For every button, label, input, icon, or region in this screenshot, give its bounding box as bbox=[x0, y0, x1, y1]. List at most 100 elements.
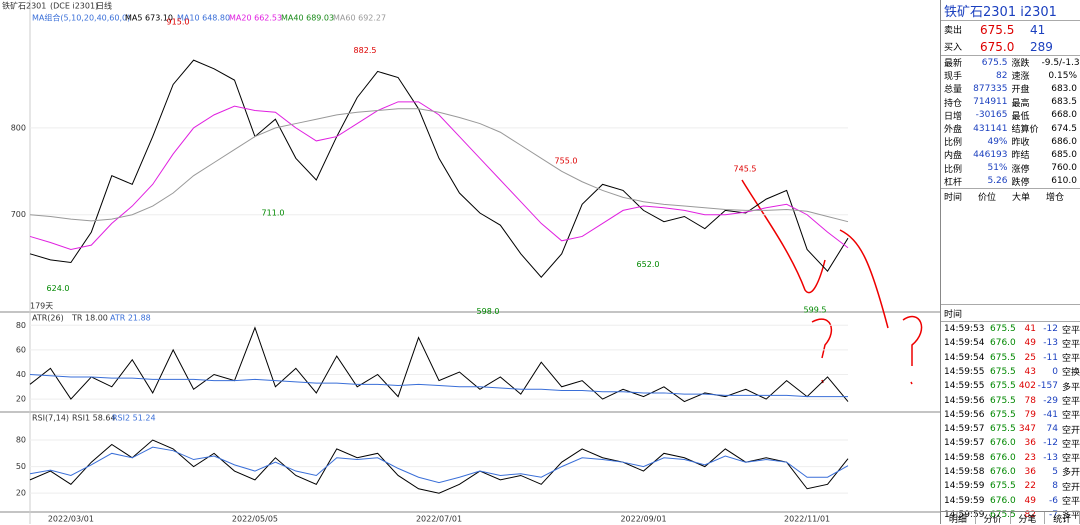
price-annotation: 711.0 bbox=[262, 209, 285, 218]
quote-price: 675.5 bbox=[980, 23, 1030, 37]
period: 日线 bbox=[96, 1, 112, 11]
stat-value: 674.5 bbox=[1042, 124, 1080, 134]
trade-price: 676.0 bbox=[990, 453, 1016, 463]
trade-change: -13 bbox=[1036, 453, 1058, 463]
y-tick-label: 50 bbox=[16, 462, 26, 471]
trade-change: 74 bbox=[1036, 424, 1058, 434]
trade-time: 14:59:59 bbox=[944, 496, 990, 506]
trade-price: 676.0 bbox=[990, 496, 1016, 506]
stat-value: 685.0 bbox=[1042, 150, 1080, 160]
trade-price: 675.5 bbox=[990, 381, 1016, 391]
trades-header: 时间 bbox=[941, 304, 1080, 321]
stat-value: 714911 bbox=[972, 97, 1012, 107]
trade-vol: 36 bbox=[1016, 467, 1036, 477]
trade-change: -12 bbox=[1036, 324, 1058, 334]
stat-value: 610.0 bbox=[1042, 176, 1080, 186]
trade-change: -41 bbox=[1036, 410, 1058, 420]
stat-value: 49% bbox=[972, 137, 1012, 147]
stat-label: 最高 bbox=[1012, 96, 1042, 109]
trade-time: 14:59:53 bbox=[944, 324, 990, 334]
stat-value: 683.5 bbox=[1042, 97, 1080, 107]
trade-vol: 78 bbox=[1016, 396, 1036, 406]
trade-time: 14:59:57 bbox=[944, 424, 990, 434]
y-tick-label: 40 bbox=[16, 370, 26, 379]
trade-price: 675.5 bbox=[990, 367, 1016, 377]
stat-value: 877335 bbox=[972, 84, 1012, 94]
atr-label: ATR 21.88 bbox=[110, 314, 151, 323]
trade-change: 8 bbox=[1036, 481, 1058, 491]
spacer bbox=[941, 204, 1080, 304]
y-tick-label: 60 bbox=[16, 345, 26, 354]
stat-label: 比例 bbox=[944, 135, 972, 148]
trade-vol: 22 bbox=[1016, 481, 1036, 491]
price-annotation: 599.5 bbox=[804, 306, 827, 315]
trade-vol: 49 bbox=[1016, 496, 1036, 506]
stat-value: -9.5/-1.39% bbox=[1042, 58, 1080, 68]
x-tick-label: 2022/07/01 bbox=[416, 515, 462, 524]
legend-entry: MA20 662.53 bbox=[229, 14, 282, 23]
rsi-title: RSI(7,14) bbox=[32, 414, 69, 423]
trade-change: 5 bbox=[1036, 467, 1058, 477]
quote-vol: 289 bbox=[1030, 40, 1080, 54]
price-annotation: 882.5 bbox=[354, 46, 377, 55]
trade-type: 空换 bbox=[1058, 365, 1080, 378]
header-cell: 价位 bbox=[978, 190, 1012, 203]
trade-price: 676.0 bbox=[990, 467, 1016, 477]
trade-time: 14:59:55 bbox=[944, 367, 990, 377]
trade-vol: 23 bbox=[1016, 453, 1036, 463]
x-tick-label: 2022/05/05 bbox=[232, 515, 278, 524]
trade-price: 675.5 bbox=[990, 481, 1016, 491]
stat-label: 开盘 bbox=[1012, 82, 1042, 95]
stat-value: 683.0 bbox=[1042, 84, 1080, 94]
stat-label: 杠杆 bbox=[944, 175, 972, 188]
stats: 最新675.5涨跌-9.5/-1.39%现手82速涨0.15%总量877335开… bbox=[941, 56, 1080, 188]
tab[interactable]: 分价 bbox=[976, 512, 1011, 524]
trade-type: 空平 bbox=[1058, 351, 1080, 364]
tab[interactable]: 统计 bbox=[1045, 512, 1080, 524]
trade-vol: 49 bbox=[1016, 338, 1036, 348]
header-cell: 大单 bbox=[1012, 190, 1046, 203]
trade-time: 14:59:57 bbox=[944, 438, 990, 448]
header-cell: 增仓 bbox=[1046, 190, 1080, 203]
x-tick-label: 2022/09/01 bbox=[620, 515, 666, 524]
stat-label: 总量 bbox=[944, 82, 972, 95]
tab[interactable]: 明细 bbox=[941, 512, 976, 524]
trade-type: 空平 bbox=[1058, 494, 1080, 507]
trade-type: 空开 bbox=[1058, 423, 1080, 436]
stat-value: 5.26 bbox=[972, 176, 1012, 186]
quote-vol: 41 bbox=[1030, 23, 1080, 37]
stat-value: 760.0 bbox=[1042, 163, 1080, 173]
quote-label: 买入 bbox=[944, 40, 980, 53]
y-tick-label: 700 bbox=[11, 210, 26, 219]
trade-price: 675.5 bbox=[990, 396, 1016, 406]
stat-label: 涨停 bbox=[1012, 162, 1042, 175]
trade-change: -11 bbox=[1036, 353, 1058, 363]
trade-type: 空平 bbox=[1058, 451, 1080, 464]
exchange: (DCE i2301) bbox=[50, 2, 98, 11]
symbol: 铁矿石2301 bbox=[2, 1, 46, 11]
trade-type: 空平 bbox=[1058, 437, 1080, 450]
trade-type: 多平 bbox=[1058, 380, 1080, 393]
trade-vol: 402 bbox=[1016, 381, 1036, 391]
trade-vol: 43 bbox=[1016, 367, 1036, 377]
bg bbox=[0, 0, 940, 524]
stat-value: 0.15% bbox=[1042, 71, 1080, 81]
trade-vol: 36 bbox=[1016, 438, 1036, 448]
stat-label: 内盘 bbox=[944, 148, 972, 161]
price-annotation: 652.0 bbox=[637, 260, 660, 269]
tab[interactable]: 分笔 bbox=[1011, 512, 1046, 524]
